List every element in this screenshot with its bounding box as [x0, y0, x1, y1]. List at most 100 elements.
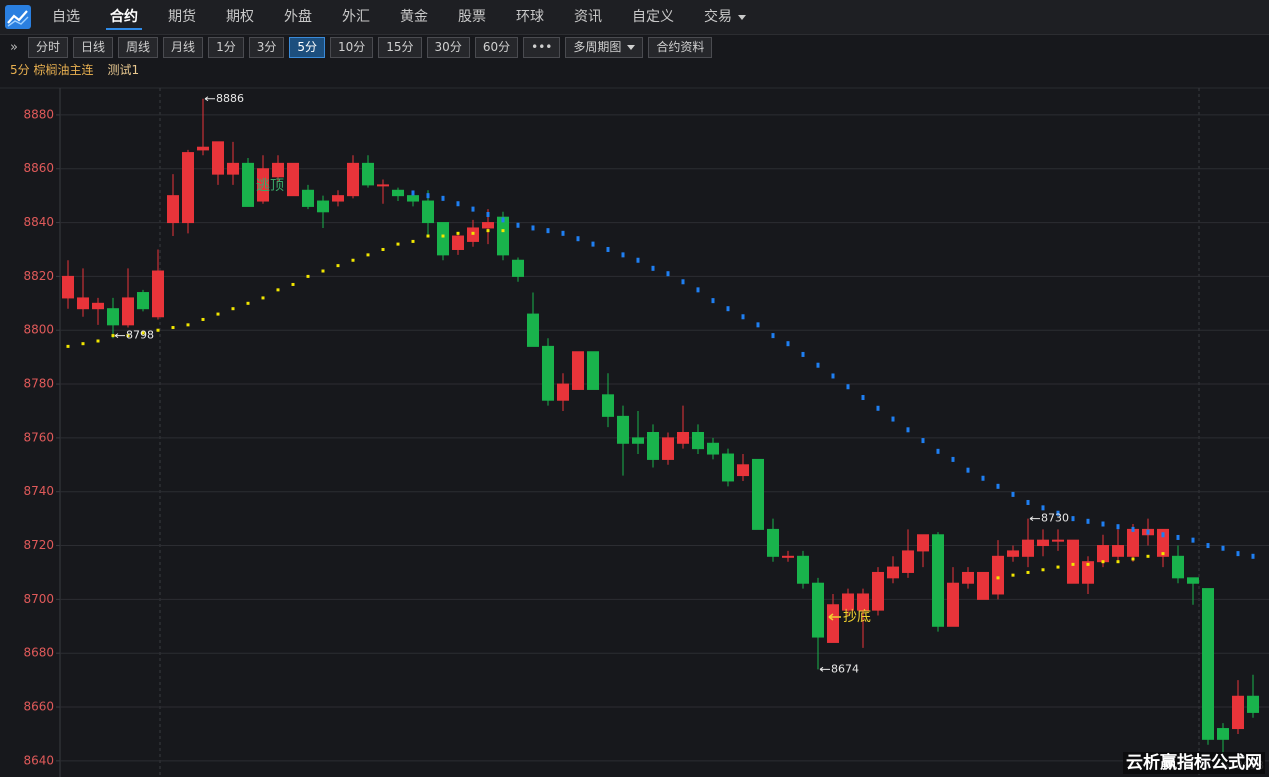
candle-body: [872, 571, 884, 611]
indicator-dot: [756, 322, 760, 328]
indicator-dot: [681, 279, 685, 285]
indicator-dot: [246, 301, 250, 305]
toolbar-button[interactable]: 1分: [208, 36, 244, 58]
menu-item[interactable]: 资讯: [574, 9, 602, 25]
indicator-dot: [846, 384, 850, 390]
indicator-dot: [576, 236, 580, 242]
indicator-dot: [951, 456, 955, 462]
y-tick-label: 8840: [23, 215, 54, 229]
toolbar-button[interactable]: 月线: [163, 36, 204, 58]
candle-body: [107, 308, 119, 326]
watermark: 云析赢指标公式网: [1123, 752, 1265, 774]
toolbar-button[interactable]: 日线: [73, 36, 114, 58]
extreme-label: 8886: [216, 92, 244, 105]
menu-item[interactable]: 期权: [226, 9, 254, 25]
menu-bar: 自选 合约 期货 期权 外盘 外汇 黄金 股票 环球 资讯 自定义 交易: [0, 0, 1269, 35]
toolbar-button[interactable]: 60分: [474, 36, 519, 58]
y-tick-label: 8780: [23, 377, 54, 391]
menu-item[interactable]: 外盘: [284, 9, 312, 25]
candle-body: [602, 394, 614, 417]
toolbar-button[interactable]: •••: [523, 36, 561, 58]
indicator-dot: [261, 296, 265, 300]
candle-body: [1022, 539, 1034, 557]
indicator-dot: [1011, 491, 1015, 497]
indicator-dot: [1056, 510, 1060, 516]
candle-body: [242, 162, 254, 207]
signal-arrow: [828, 613, 841, 621]
toolbar-button[interactable]: 多周期图: [565, 36, 644, 58]
candle-body: [77, 297, 89, 310]
indicator-dot: [921, 438, 925, 444]
indicator-dot: [1176, 534, 1180, 540]
menu-item[interactable]: 黄金: [400, 9, 428, 25]
toolbar-button[interactable]: 15分: [378, 36, 422, 58]
indicator-dot: [66, 344, 70, 348]
indicator-dot: [1191, 537, 1195, 543]
menu-item[interactable]: 交易: [704, 0, 746, 34]
indicator-dot: [1251, 553, 1255, 559]
menu-item[interactable]: 自定义: [632, 9, 674, 25]
candle-body: [1082, 561, 1094, 584]
candle-body: [827, 604, 839, 643]
app-logo[interactable]: [5, 5, 31, 29]
menu-item[interactable]: 自选: [52, 9, 80, 25]
menu-item[interactable]: 合约: [106, 0, 142, 34]
toolbar-toggle[interactable]: »: [10, 39, 18, 55]
y-tick-label: 8700: [23, 592, 54, 606]
candle-body: [752, 458, 764, 530]
indicator-dot: [1101, 560, 1105, 564]
indicator-dot: [1071, 562, 1075, 566]
indicator-dot: [141, 331, 145, 335]
y-tick-label: 8880: [23, 107, 54, 121]
y-tick-label: 8640: [23, 753, 54, 767]
candle-body: [572, 351, 584, 390]
candle-body: [722, 453, 734, 482]
candle-body: [857, 593, 869, 611]
indicator-dot: [1086, 518, 1090, 524]
candle-body: [587, 351, 599, 390]
y-tick-label: 8800: [23, 323, 54, 337]
extreme-label: 8674: [831, 662, 859, 675]
candle-body: [677, 432, 689, 444]
extreme-label: 8730: [1041, 512, 1069, 525]
toolbar: » 分时 日线 周线 月线 1分 3分 5分 10分 15分 30分 60分 ••• 多周期图 合约资料: [0, 35, 1269, 59]
indicator-dot: [741, 314, 745, 320]
indicator-dot: [1041, 505, 1045, 511]
menu-item[interactable]: 外汇: [342, 9, 370, 25]
candle-body: [542, 345, 554, 401]
candle-body: [887, 566, 899, 579]
signal-bottom: 抄底: [843, 609, 871, 625]
candle-body: [932, 534, 944, 627]
indicator-dot: [936, 448, 940, 454]
toolbar-button[interactable]: 周线: [118, 36, 159, 58]
candle-body: [1187, 577, 1199, 584]
toolbar-button[interactable]: 10分: [329, 36, 374, 58]
menu-item[interactable]: 环球: [516, 9, 544, 25]
indicator-dot: [1026, 570, 1030, 574]
candle-body: [1037, 539, 1049, 547]
indicator-dot: [411, 239, 415, 243]
menu-item[interactable]: 股票: [458, 9, 486, 25]
toolbar-button[interactable]: 合约资料: [648, 36, 713, 58]
indicator-dot: [1236, 551, 1240, 557]
menu-item[interactable]: 期货: [168, 9, 196, 25]
indicator-dot: [1221, 545, 1225, 551]
toolbar-button[interactable]: 30分: [426, 36, 470, 58]
candle-body: [1052, 539, 1064, 542]
candle-body: [812, 582, 824, 638]
toolbar-button[interactable]: 5分: [289, 36, 325, 58]
indicator-dot: [981, 475, 985, 481]
toolbar-button[interactable]: 3分: [248, 36, 285, 58]
info-row: 5分 棕榈油主连 测试1: [10, 61, 139, 79]
indicator-dot: [816, 362, 820, 368]
indicator-dot: [1206, 543, 1210, 549]
candle-body: [317, 200, 329, 213]
candle-body: [482, 222, 494, 229]
toolbar-button[interactable]: 分时: [28, 36, 69, 58]
indicator-dot: [276, 288, 280, 292]
indicator-dot: [966, 467, 970, 473]
label-arrow: [204, 96, 215, 102]
candle-body: [497, 216, 509, 256]
candle-body: [662, 437, 674, 460]
